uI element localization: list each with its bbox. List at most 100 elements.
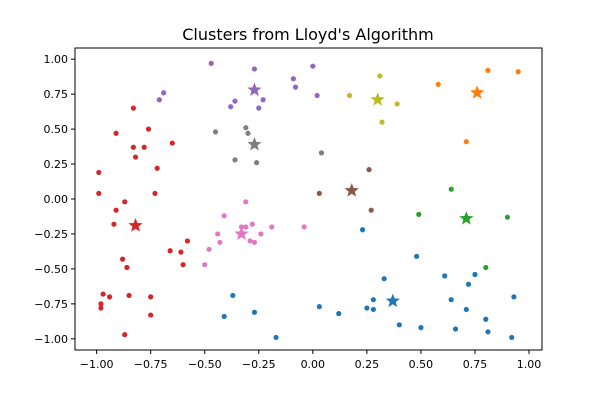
cluster-3-point-10: [122, 199, 128, 205]
cluster-3-point-14: [130, 105, 136, 111]
cluster-2-centroid-star: [459, 211, 474, 225]
x-tick-label: 0.50: [409, 358, 434, 371]
cluster-0-point-0: [230, 292, 236, 299]
cluster-3-point-3: [98, 301, 104, 307]
cluster-3-point-21: [154, 165, 160, 171]
cluster-6-point-9: [269, 224, 275, 230]
cluster-2-point-3: [504, 214, 511, 220]
cluster-0-point-4: [316, 304, 322, 310]
y-tick-label: −1.00: [34, 333, 68, 346]
cluster-3-point-2: [98, 305, 104, 311]
cluster-0-point-14: [442, 273, 448, 279]
cluster-4-point-0: [208, 60, 214, 66]
x-tick-label: 0.00: [301, 358, 326, 371]
cluster-0-point-23: [511, 294, 517, 300]
y-tick-label: −0.50: [34, 263, 68, 276]
cluster-3-centroid-star: [128, 218, 143, 232]
cluster-5-point-0: [316, 190, 322, 197]
cluster-0-point-5: [336, 311, 342, 317]
centroids-layer: [128, 82, 485, 308]
cluster-7-point-2: [243, 125, 249, 131]
cluster-0-point-22: [509, 334, 515, 341]
cluster-7-centroid-star: [247, 136, 262, 151]
cluster-3-point-23: [167, 248, 173, 254]
cluster-6-centroid-star: [234, 226, 249, 241]
plot-frame: [74, 47, 543, 351]
cluster-1-point-2: [485, 67, 491, 73]
cluster-6-point-12: [243, 224, 249, 230]
cluster-3-point-7: [113, 207, 119, 213]
cluster-5-centroid-star: [344, 183, 359, 197]
cluster-7-point-5: [318, 150, 325, 156]
cluster-0-point-20: [483, 316, 489, 322]
cluster-3-point-0: [96, 169, 102, 176]
cluster-0-point-19: [472, 271, 478, 278]
cluster-5-point-2: [368, 207, 374, 213]
cluster-4-point-6: [290, 76, 296, 82]
cluster-6-point-11: [217, 239, 223, 245]
cluster-8-point-3: [394, 101, 400, 107]
cluster-6-point-2: [215, 231, 221, 237]
cluster-0-point-8: [370, 297, 376, 303]
cluster-3-point-27: [184, 238, 191, 244]
x-tick-label: −0.25: [242, 358, 276, 371]
cluster-3-point-19: [148, 294, 154, 300]
cluster-4-point-10: [161, 90, 167, 96]
cluster-3-point-16: [132, 154, 139, 160]
cluster-1-point-1: [463, 139, 469, 145]
y-tick-label: −0.25: [34, 228, 68, 241]
x-tick-label: −0.75: [134, 358, 168, 371]
chart-title: Clusters from Lloyd's Algorithm: [182, 25, 433, 44]
x-tick-label: 1.00: [517, 358, 542, 371]
cluster-7-point-1: [232, 157, 238, 163]
cluster-3-point-18: [145, 126, 152, 132]
cluster-6-point-10: [301, 224, 307, 230]
cluster-4-point-7: [292, 84, 299, 90]
cluster-7-point-3: [245, 130, 251, 136]
cluster-0-point-16: [452, 326, 459, 332]
cluster-2-point-0: [416, 211, 422, 217]
cluster-1-point-0: [435, 81, 441, 87]
cluster-6-point-6: [247, 238, 253, 244]
cluster-6-point-1: [206, 246, 212, 252]
cluster-7-point-4: [254, 160, 260, 166]
cluster-2-point-1: [448, 186, 454, 192]
cluster-3-point-12: [126, 292, 132, 299]
cluster-6-point-8: [258, 231, 264, 237]
y-tick-label: 1.00: [44, 53, 69, 66]
cluster-3-point-20: [148, 312, 154, 318]
cluster-6-point-13: [251, 239, 258, 245]
cluster-3-point-26: [180, 262, 186, 268]
cluster-8-centroid-star: [370, 92, 385, 106]
cluster-4-point-3: [251, 66, 258, 72]
cluster-4-point-11: [156, 97, 162, 103]
cluster-6-point-3: [221, 213, 227, 219]
x-tick-label: −0.50: [188, 358, 222, 371]
cluster-6-point-7: [249, 221, 255, 227]
cluster-3-point-15: [130, 144, 136, 150]
y-tick-label: 0.50: [44, 123, 69, 136]
cluster-3-point-24: [169, 140, 175, 146]
cluster-0-point-11: [396, 322, 402, 328]
cluster-4-centroid-star: [247, 82, 262, 97]
points-layer: [96, 60, 521, 341]
x-tick-label: 0.25: [355, 358, 380, 371]
y-tick-label: 0.75: [44, 88, 69, 101]
cluster-5-point-1: [366, 167, 372, 173]
cluster-0-point-6: [359, 227, 366, 233]
cluster-7-point-0: [212, 129, 219, 135]
cluster-0-point-7: [364, 305, 370, 311]
x-axis-ticks: −1.00 −0.75 −0.50 −0.25 0.00 0.25 0.50 0.75 1.00: [80, 350, 542, 371]
cluster-0-point-21: [485, 329, 491, 335]
cluster-1-point-3: [515, 69, 521, 75]
cluster-3-point-5: [106, 294, 113, 300]
y-tick-label: 0.25: [44, 158, 69, 171]
cluster-8-point-2: [379, 119, 385, 125]
cluster-0-point-15: [448, 297, 454, 303]
cluster-0-point-2: [251, 309, 258, 315]
cluster-3-point-4: [100, 291, 106, 297]
cluster-0-point-18: [465, 281, 472, 287]
x-tick-label: 0.75: [463, 358, 488, 371]
cluster-3-point-25: [178, 249, 184, 255]
